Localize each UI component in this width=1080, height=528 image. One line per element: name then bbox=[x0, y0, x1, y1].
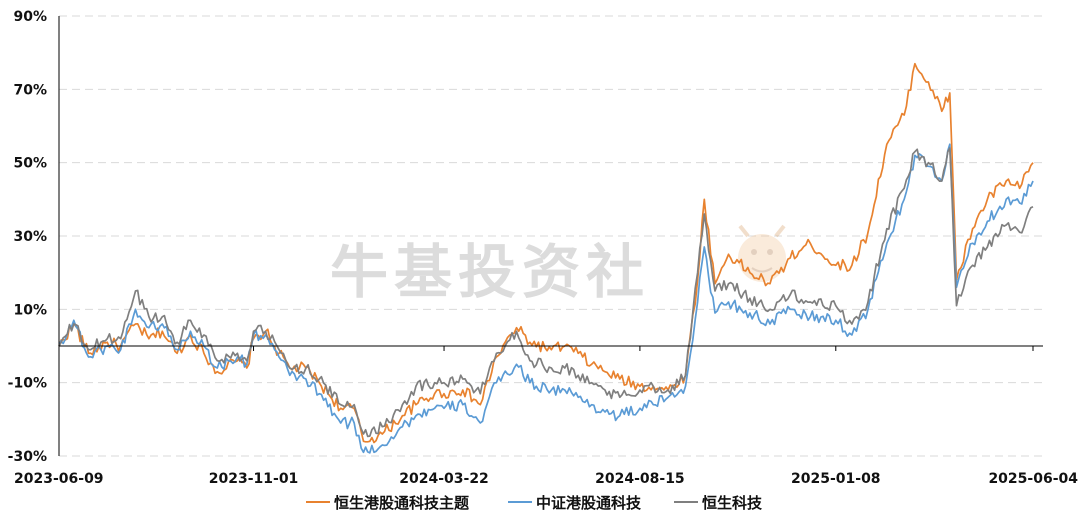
x-tick-label: 2025-01-08 bbox=[791, 471, 881, 487]
legend-item-3: 恒生科技 bbox=[674, 494, 763, 512]
grid-lines bbox=[59, 15, 1043, 457]
legend: 恒生港股通科技主题 中证港股通科技 恒生科技 bbox=[306, 494, 763, 512]
legend-item-2: 中证港股通科技 bbox=[508, 494, 642, 512]
legend-label: 恒生港股通科技主题 bbox=[334, 494, 470, 512]
mascot-watermark-icon bbox=[738, 224, 786, 282]
y-tick-label: -30% bbox=[8, 449, 47, 465]
legend-label: 中证港股通科技 bbox=[536, 494, 642, 512]
axes bbox=[58, 16, 1043, 456]
y-tick-label: 90% bbox=[13, 9, 47, 25]
series-line-3 bbox=[58, 147, 1034, 438]
series-lines bbox=[58, 62, 1034, 454]
x-tick-label: 2024-08-15 bbox=[595, 471, 685, 487]
x-axis-ticks: 2023-06-09 2023-11-01 2024-03-22 2024-08-15… bbox=[14, 346, 1078, 487]
x-tick-label: 2024-03-22 bbox=[399, 471, 489, 487]
x-tick-label: 2023-11-01 bbox=[209, 471, 299, 487]
series-line-1 bbox=[58, 62, 1034, 444]
legend-item-1: 恒生港股通科技主题 bbox=[306, 494, 470, 512]
y-tick-label: -10% bbox=[8, 376, 47, 392]
series-line-2 bbox=[58, 143, 1034, 454]
y-tick-label: 50% bbox=[13, 156, 47, 172]
y-tick-label: 70% bbox=[13, 82, 47, 98]
watermark-text: 牛基投资社 bbox=[330, 238, 650, 306]
x-tick-label: 2025-06-04 bbox=[988, 471, 1078, 487]
y-tick-label: 10% bbox=[13, 302, 47, 318]
y-axis-ticks: 90% 70% 50% 30% 10% -10% -30% bbox=[8, 9, 47, 465]
x-tick-label: 2023-06-09 bbox=[14, 471, 104, 487]
y-tick-label: 30% bbox=[13, 229, 47, 245]
legend-label: 恒生科技 bbox=[702, 494, 763, 512]
